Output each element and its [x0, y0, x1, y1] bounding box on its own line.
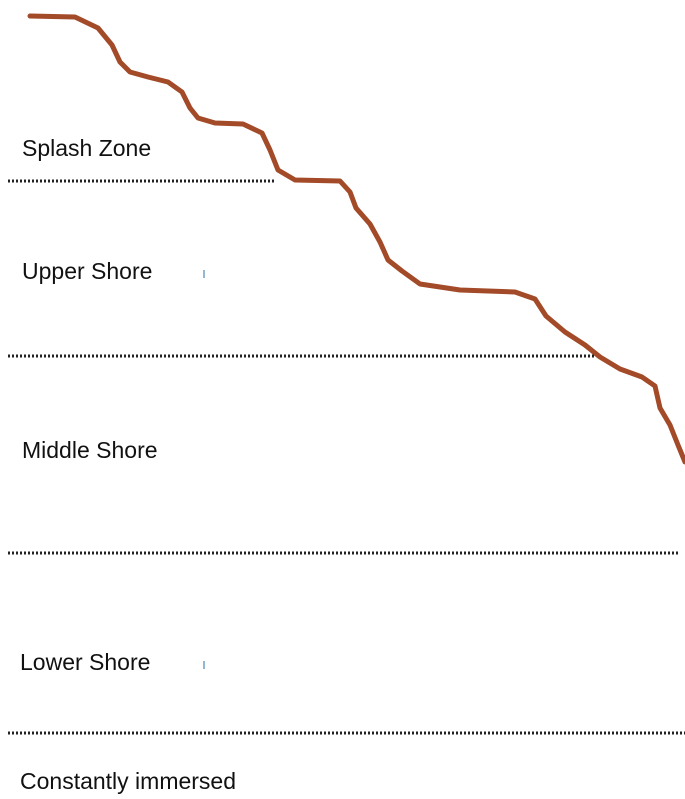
shore-profile	[30, 16, 685, 462]
zone-label: Lower Shore	[20, 649, 150, 675]
shore-diagram: Splash Zone Upper Shore Middle Shore Low…	[0, 0, 685, 799]
zone-label: Upper Shore	[22, 258, 152, 284]
page: {"zones": [ {"label": "Splash Zone"}, {"…	[0, 0, 685, 799]
zone-label: Splash Zone	[22, 135, 151, 161]
zone-label: Middle Shore	[22, 437, 158, 463]
zone-label: Constantly immersed	[20, 768, 236, 794]
